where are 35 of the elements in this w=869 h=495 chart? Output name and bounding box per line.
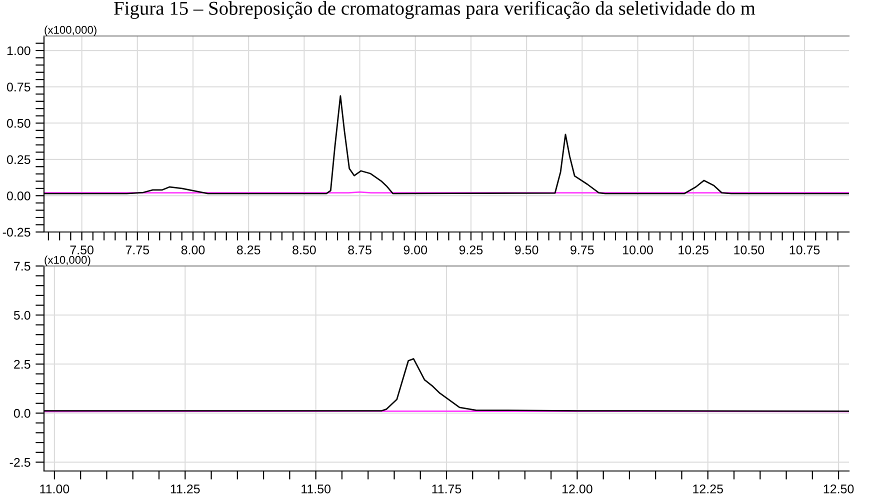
y-tick-label: 0.75 xyxy=(6,82,30,92)
x-tick-label: 11.75 xyxy=(432,484,462,494)
y-tick-label: 0.50 xyxy=(6,118,30,128)
x-tick-label: 12.50 xyxy=(824,484,854,494)
x-tick-label: 12.25 xyxy=(693,484,723,494)
y-axis-title: (x100,000) xyxy=(44,26,96,36)
x-tick-label: 9.00 xyxy=(404,246,428,254)
x-tick-label: 11.50 xyxy=(302,484,331,494)
x-tick-label: 10.75 xyxy=(790,246,820,254)
x-tick-label: 10.00 xyxy=(623,246,653,254)
chart-title: Figura 15 – Sobreposição de cromatogramas para verificação da seletividade do m xyxy=(114,0,756,19)
x-tick-label: 8.25 xyxy=(236,246,260,254)
y-tick-label: -2.5 xyxy=(10,458,30,467)
x-tick-label: 7.75 xyxy=(126,246,150,254)
y-tick-label: 5.0 xyxy=(14,310,30,320)
y-tick-label: 0.25 xyxy=(6,155,30,164)
y-tick-label: 0.0 xyxy=(14,408,30,418)
y-tick-label: 7.5 xyxy=(14,262,30,271)
x-tick-label: 9.25 xyxy=(459,246,483,254)
x-tick-label: 10.50 xyxy=(734,246,764,254)
x-tick-label: 8.75 xyxy=(348,246,372,254)
y-tick-label: 2.5 xyxy=(14,360,30,369)
y-tick-label: 0.00 xyxy=(6,192,30,200)
x-tick-label: 8.00 xyxy=(181,246,205,254)
y-axis-title: (x10,000) xyxy=(44,256,90,266)
x-tick-label: 11.00 xyxy=(40,484,70,494)
x-tick-label: 8.50 xyxy=(292,246,316,254)
x-tick-label: 11.25 xyxy=(170,484,200,494)
x-tick-label: 7.50 xyxy=(70,246,94,254)
x-tick-label: 9.50 xyxy=(514,246,538,254)
y-tick-label: 1.00 xyxy=(7,46,30,56)
x-tick-label: 10.25 xyxy=(678,246,708,254)
x-tick-label: 12.00 xyxy=(562,484,592,494)
x-tick-label: 9.75 xyxy=(570,246,594,254)
y-tick-label: -0.25 xyxy=(2,228,30,237)
